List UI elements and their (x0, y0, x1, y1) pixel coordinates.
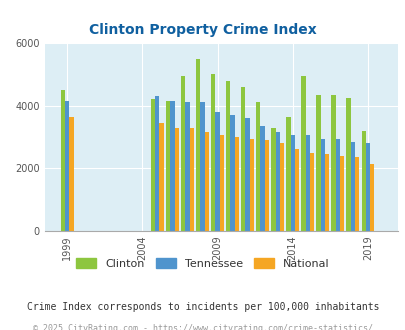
Bar (211, 74, 215, 231)
Bar (290, 135, 294, 231)
Bar (256, 102, 260, 231)
Bar (365, 143, 369, 231)
Bar (166, 101, 170, 231)
Bar (241, 87, 245, 231)
Bar (245, 118, 249, 231)
Bar (61, 90, 65, 231)
Bar (350, 142, 354, 231)
Bar (155, 96, 159, 231)
Bar (339, 156, 343, 231)
Bar (219, 135, 223, 231)
Bar (151, 99, 155, 231)
Text: Clinton Property Crime Index: Clinton Property Crime Index (89, 23, 316, 37)
Bar (185, 102, 189, 231)
Bar (260, 126, 264, 231)
Bar (286, 116, 290, 231)
Bar (249, 139, 253, 231)
Bar (354, 157, 358, 231)
Bar (170, 101, 174, 231)
Bar (294, 149, 298, 231)
Bar (315, 95, 320, 231)
Bar (330, 95, 335, 231)
Text: Crime Index corresponds to incidents per 100,000 inhabitants: Crime Index corresponds to incidents per… (27, 302, 378, 312)
Bar (264, 140, 268, 231)
Bar (196, 59, 200, 231)
Bar (360, 131, 365, 231)
Bar (309, 152, 313, 231)
Legend: Clinton, Tennessee, National: Clinton, Tennessee, National (72, 254, 333, 273)
Bar (305, 135, 309, 231)
Bar (324, 154, 328, 231)
Bar (159, 123, 163, 231)
Bar (215, 112, 219, 231)
Bar (230, 115, 234, 231)
Bar (189, 128, 193, 231)
Bar (301, 76, 305, 231)
Bar (200, 102, 204, 231)
Bar (275, 132, 279, 231)
Bar (320, 139, 324, 231)
Bar (69, 116, 73, 231)
Bar (271, 128, 275, 231)
Bar (226, 81, 230, 231)
Bar (335, 139, 339, 231)
Bar (181, 76, 185, 231)
Bar (234, 137, 238, 231)
Bar (279, 143, 283, 231)
Bar (369, 164, 373, 231)
Text: © 2025 CityRating.com - https://www.cityrating.com/crime-statistics/: © 2025 CityRating.com - https://www.city… (33, 324, 372, 330)
Bar (345, 98, 350, 231)
Bar (65, 101, 69, 231)
Bar (174, 128, 178, 231)
Bar (204, 132, 208, 231)
